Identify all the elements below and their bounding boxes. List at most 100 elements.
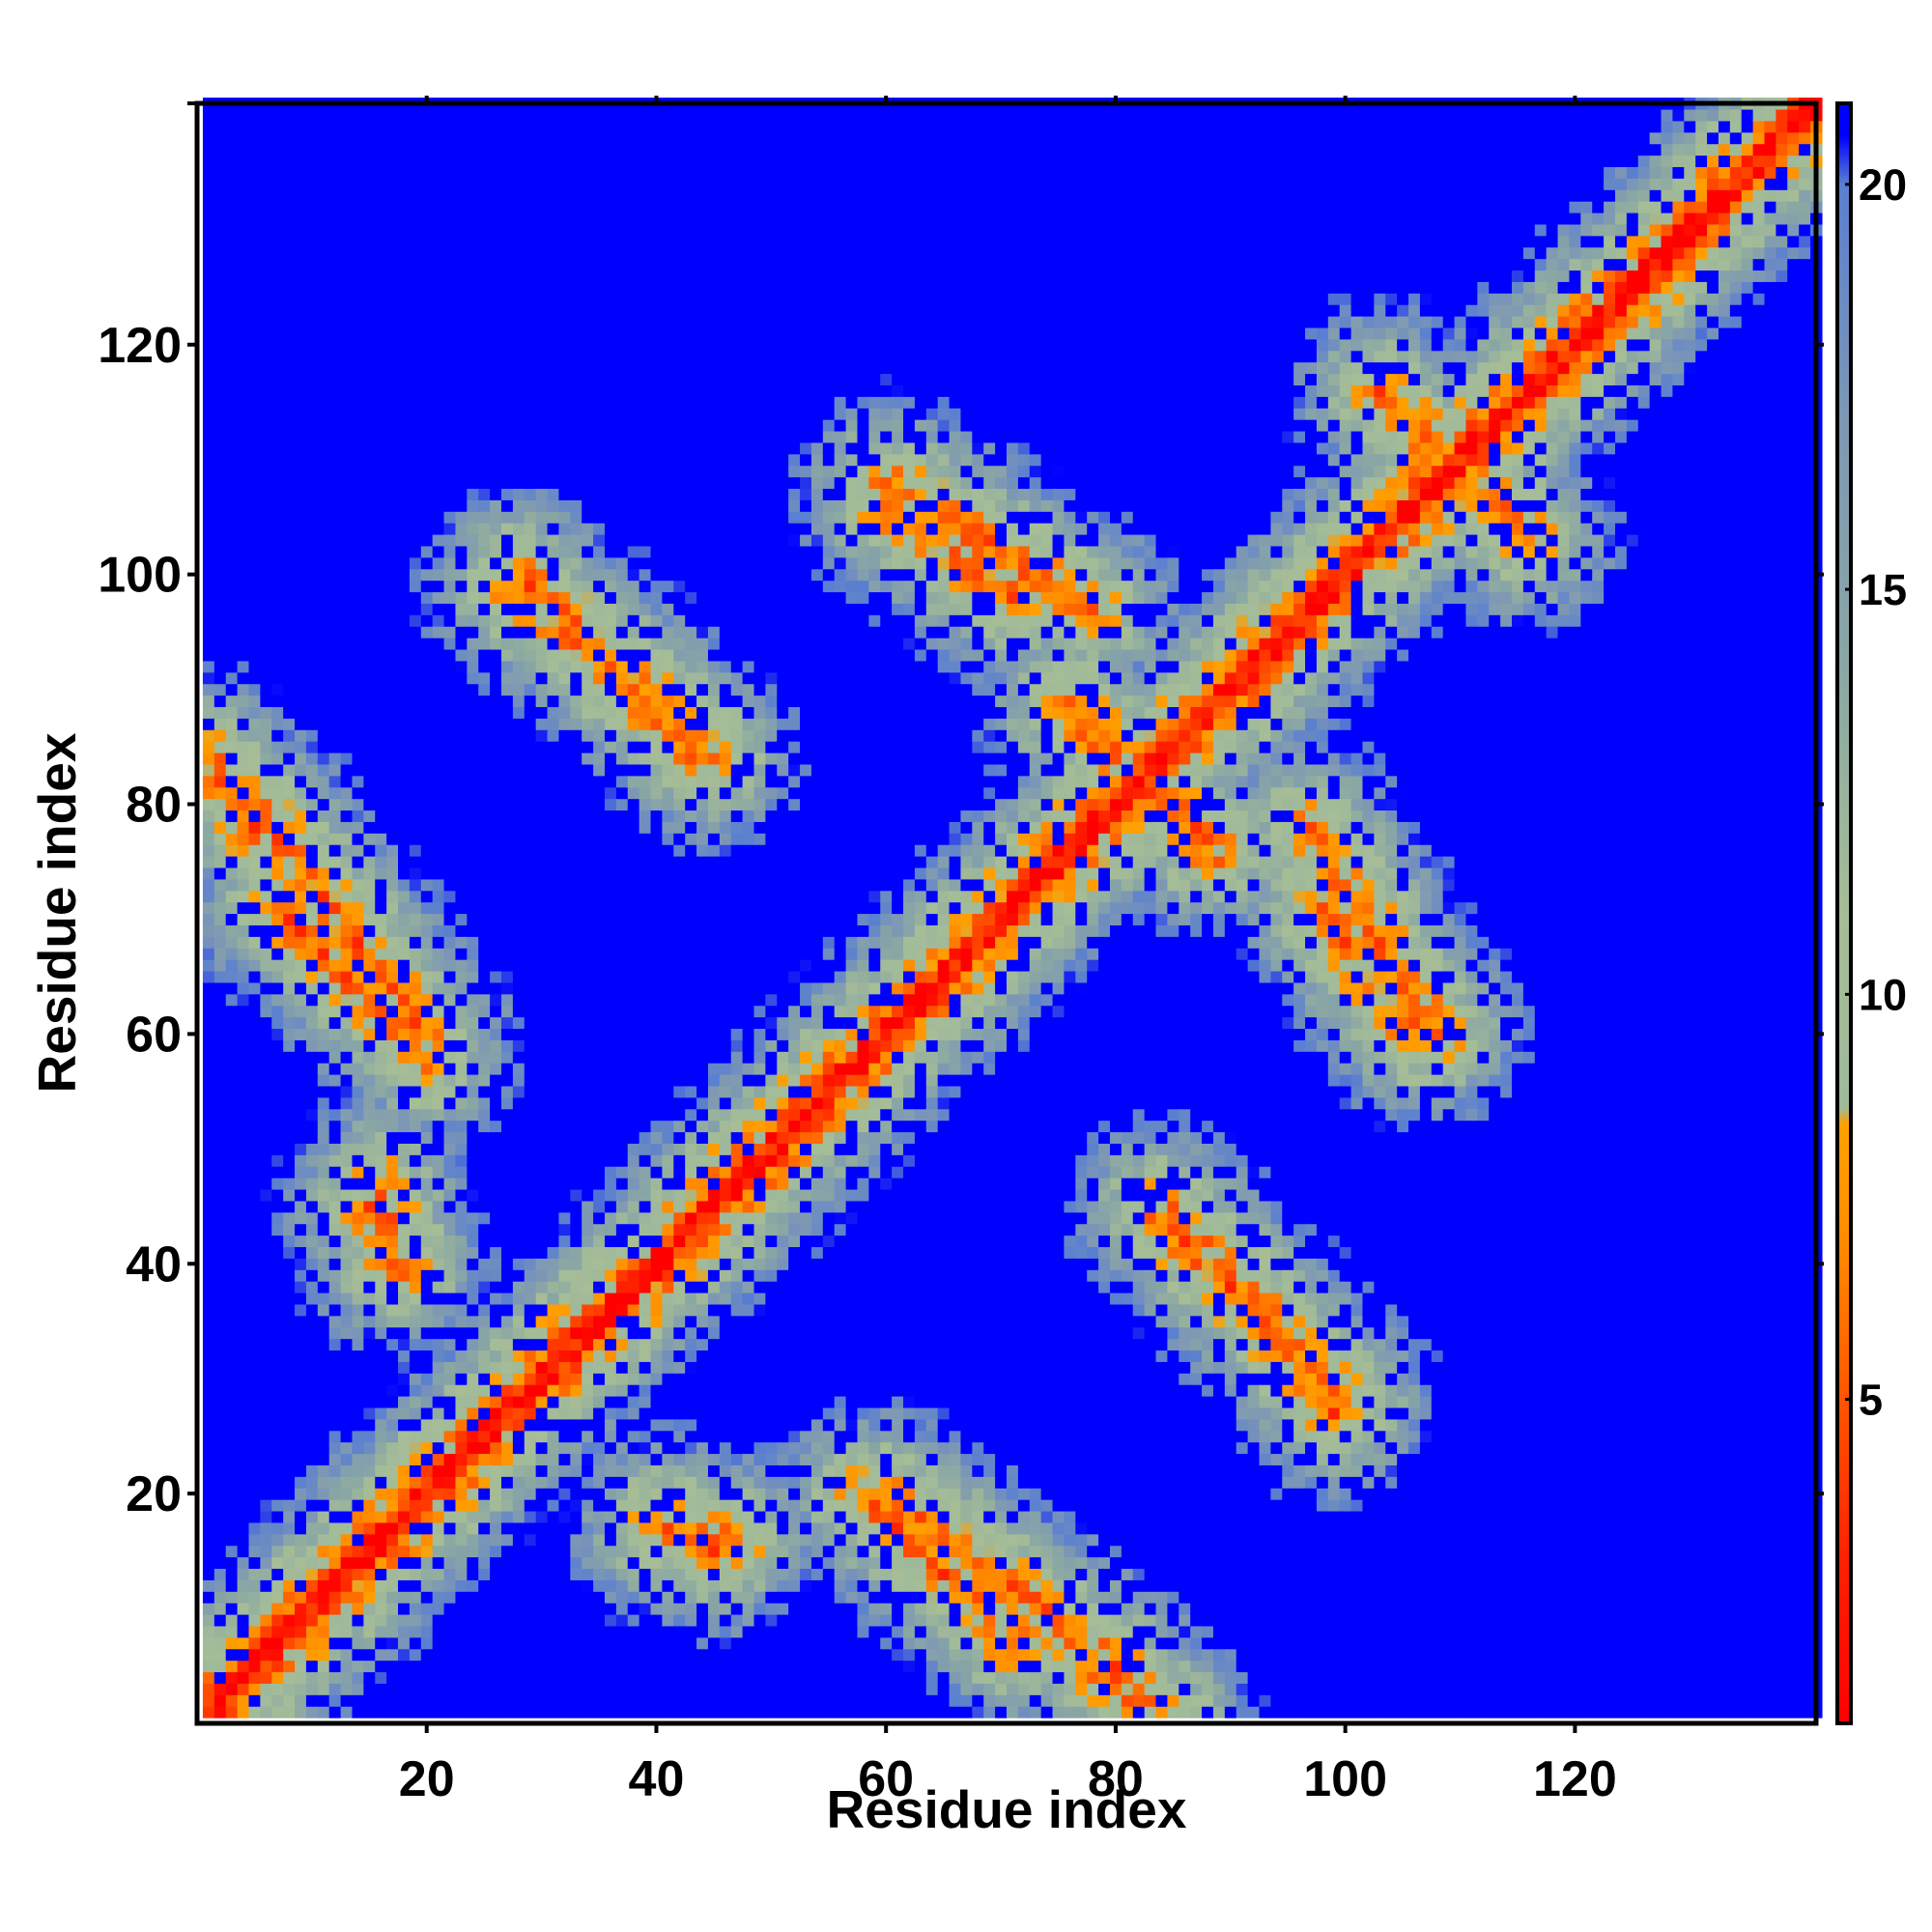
heatmap-cell bbox=[478, 281, 491, 294]
heatmap-cell bbox=[237, 131, 250, 145]
heatmap-cell bbox=[409, 1418, 422, 1432]
heatmap-cell bbox=[535, 1292, 549, 1305]
heatmap-cell bbox=[260, 523, 272, 535]
heatmap-cell bbox=[305, 775, 319, 788]
heatmap-cell bbox=[570, 212, 582, 225]
heatmap-cell bbox=[363, 1096, 376, 1110]
heatmap-cell bbox=[375, 763, 387, 777]
heatmap-cell bbox=[420, 1051, 434, 1064]
heatmap-cell bbox=[490, 741, 502, 753]
heatmap-cell bbox=[375, 959, 387, 972]
heatmap-cell bbox=[409, 1384, 422, 1397]
heatmap-cell bbox=[202, 1706, 215, 1719]
heatmap-cell bbox=[363, 1671, 376, 1684]
heatmap-cell bbox=[352, 1235, 364, 1248]
heatmap-cell bbox=[582, 1350, 594, 1362]
heatmap-cell bbox=[547, 408, 560, 420]
heatmap-cell bbox=[432, 1108, 445, 1122]
heatmap-cell bbox=[283, 1671, 296, 1684]
heatmap-cell bbox=[500, 201, 514, 213]
heatmap-cell bbox=[582, 1223, 594, 1236]
heatmap-cell bbox=[283, 1636, 296, 1650]
heatmap-cell bbox=[271, 568, 284, 582]
heatmap-cell bbox=[386, 453, 399, 467]
heatmap-cell bbox=[352, 1085, 364, 1098]
heatmap-cell bbox=[363, 833, 376, 845]
heatmap-cell bbox=[295, 281, 307, 294]
heatmap-cell bbox=[524, 384, 537, 397]
heatmap-cell bbox=[375, 1648, 387, 1662]
heatmap-cell bbox=[295, 798, 307, 811]
heatmap-cell bbox=[467, 1166, 479, 1179]
heatmap-cell bbox=[202, 1499, 215, 1512]
heatmap-cell bbox=[305, 1074, 319, 1087]
heatmap-cell bbox=[524, 1660, 537, 1673]
heatmap-cell bbox=[225, 1406, 239, 1420]
heatmap-cell bbox=[455, 1591, 468, 1604]
heatmap-cell bbox=[455, 1178, 468, 1190]
heatmap-cell bbox=[409, 1166, 422, 1179]
heatmap-cell bbox=[478, 131, 491, 145]
heatmap-cell bbox=[500, 626, 514, 639]
heatmap-cell bbox=[512, 1441, 526, 1455]
heatmap-cell bbox=[260, 293, 272, 305]
heatmap-cell bbox=[524, 729, 537, 742]
heatmap-cell bbox=[409, 523, 422, 535]
heatmap-cell bbox=[386, 752, 399, 765]
heatmap-cell bbox=[375, 981, 387, 995]
heatmap-cell bbox=[386, 1200, 399, 1213]
heatmap-cell bbox=[512, 1200, 526, 1213]
heatmap-cell bbox=[478, 1453, 491, 1465]
heatmap-cell bbox=[317, 718, 330, 730]
heatmap-cell bbox=[512, 1281, 526, 1293]
heatmap-cell bbox=[398, 626, 411, 639]
heatmap-cell bbox=[490, 706, 502, 719]
heatmap-cell bbox=[432, 1269, 445, 1282]
heatmap-cell bbox=[225, 1476, 239, 1489]
heatmap-cell bbox=[582, 1269, 594, 1282]
heatmap-cell bbox=[260, 1521, 272, 1535]
heatmap-cell bbox=[375, 465, 387, 478]
heatmap-cell bbox=[490, 350, 502, 363]
heatmap-cell bbox=[352, 591, 364, 604]
heatmap-cell bbox=[340, 1085, 354, 1098]
heatmap-cell bbox=[295, 695, 307, 708]
heatmap-cell bbox=[305, 201, 319, 213]
heatmap-cell bbox=[467, 810, 479, 822]
heatmap-cell bbox=[213, 1430, 227, 1443]
heatmap-cell bbox=[500, 350, 514, 363]
heatmap-cell bbox=[420, 786, 434, 800]
heatmap-cell bbox=[225, 1350, 239, 1362]
heatmap-cell bbox=[558, 856, 571, 868]
heatmap-cell bbox=[260, 120, 272, 133]
heatmap-cell bbox=[604, 1211, 617, 1225]
heatmap-cell bbox=[455, 1154, 468, 1167]
heatmap-cell bbox=[432, 981, 445, 995]
heatmap-cell bbox=[593, 1051, 606, 1064]
heatmap-cell bbox=[467, 856, 479, 868]
heatmap-cell bbox=[512, 660, 526, 673]
heatmap-cell bbox=[271, 936, 284, 949]
heatmap-cell bbox=[202, 1591, 215, 1604]
heatmap-cell bbox=[283, 1016, 296, 1030]
heatmap-cell bbox=[271, 648, 284, 662]
heatmap-cell bbox=[317, 246, 330, 260]
heatmap-cell bbox=[478, 1269, 491, 1282]
heatmap-cell bbox=[398, 901, 411, 915]
heatmap-cell bbox=[535, 258, 549, 271]
heatmap-cell bbox=[443, 1556, 457, 1570]
heatmap-cell bbox=[490, 1361, 502, 1374]
heatmap-cell bbox=[535, 453, 549, 467]
heatmap-cell bbox=[409, 718, 422, 730]
heatmap-cell bbox=[352, 981, 364, 995]
heatmap-cell bbox=[283, 373, 296, 385]
heatmap-cell bbox=[582, 1166, 594, 1179]
heatmap-cell bbox=[535, 155, 549, 168]
heatmap-cell bbox=[295, 1108, 307, 1122]
heatmap-cell bbox=[558, 718, 571, 730]
heatmap-cell bbox=[398, 281, 411, 294]
heatmap-cell bbox=[352, 1338, 364, 1351]
heatmap-cell bbox=[213, 1120, 227, 1133]
heatmap-cell bbox=[558, 1039, 571, 1052]
heatmap-cell bbox=[512, 545, 526, 558]
